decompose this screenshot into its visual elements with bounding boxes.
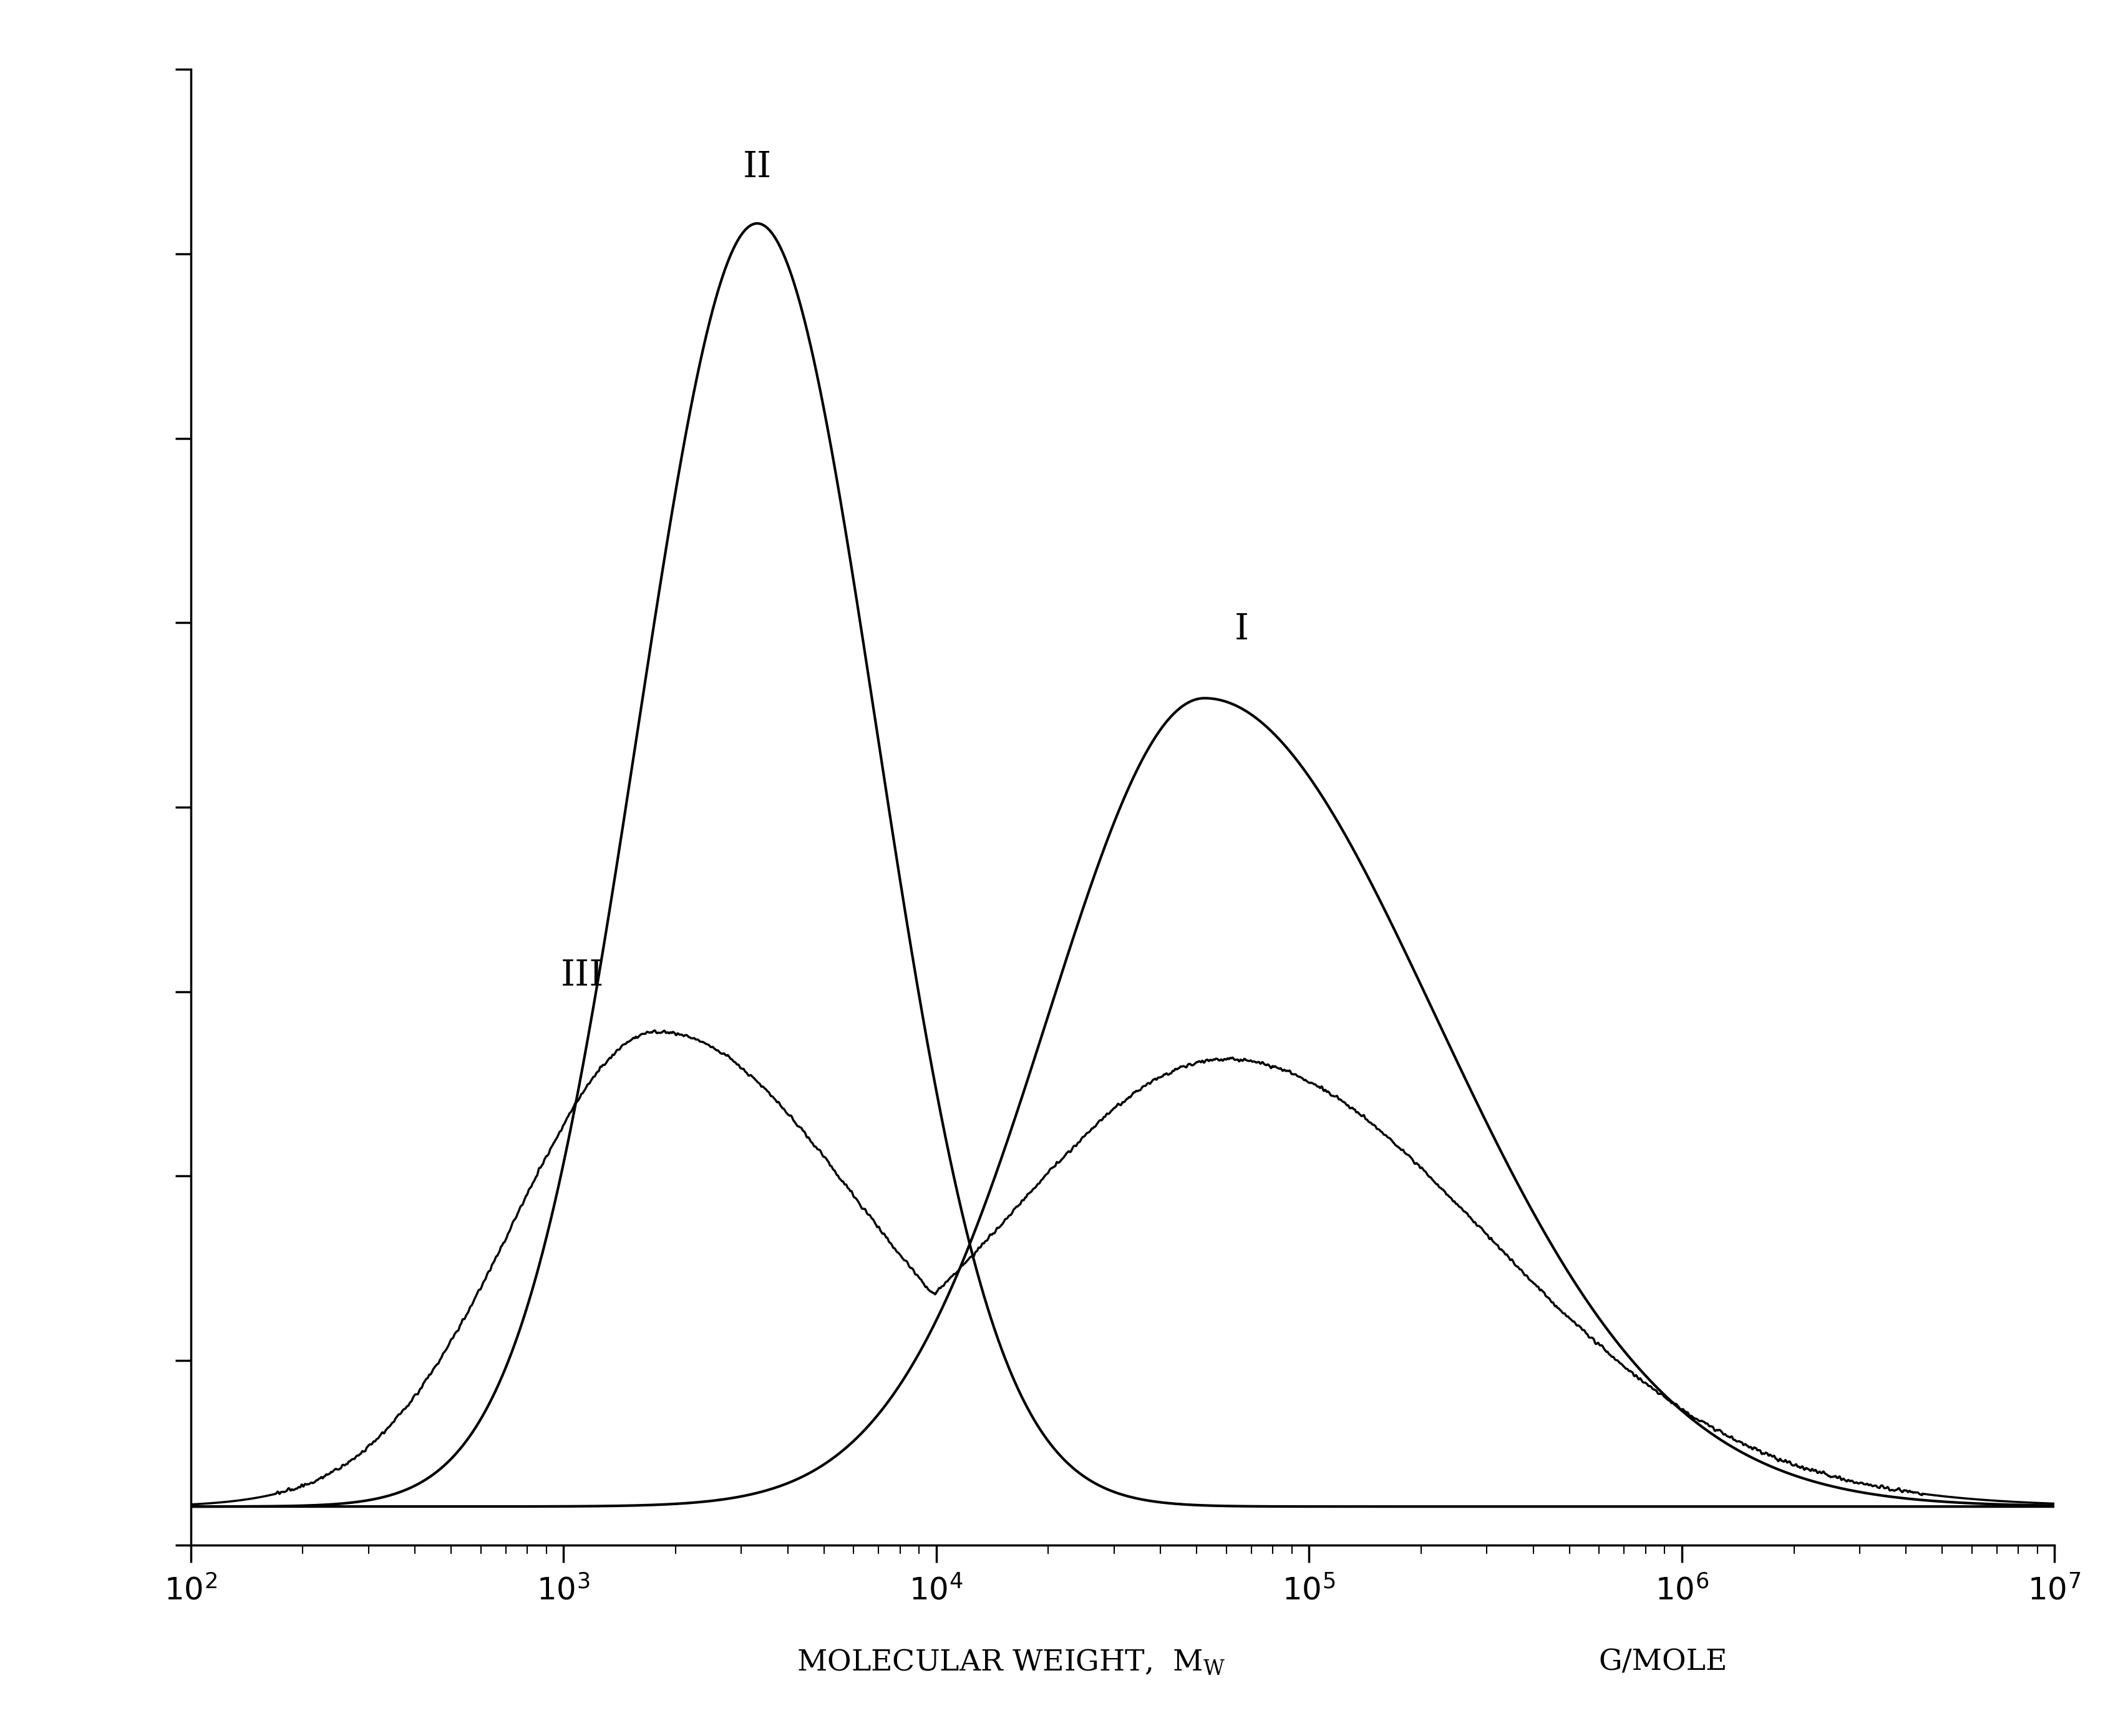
Text: III: III <box>561 958 604 993</box>
Text: G/MOLE: G/MOLE <box>1599 1649 1728 1677</box>
Text: II: II <box>743 149 771 186</box>
Text: I: I <box>1235 611 1250 648</box>
Text: MOLECULAR WEIGHT,  $\mathregular{M_W}$: MOLECULAR WEIGHT, $\mathregular{M_W}$ <box>796 1649 1224 1677</box>
